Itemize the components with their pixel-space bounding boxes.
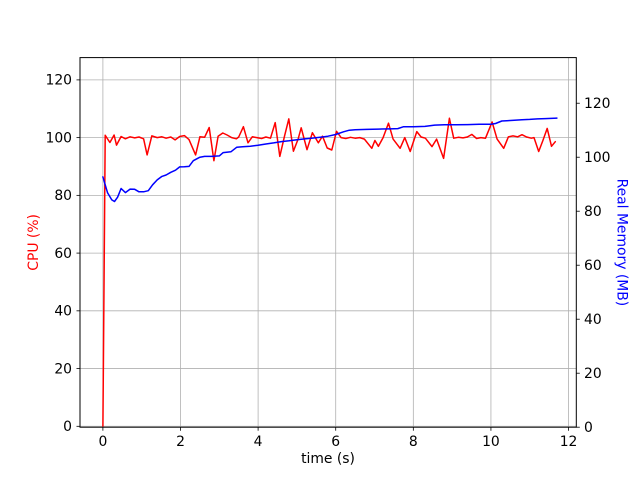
memory-line <box>102 117 558 203</box>
tick-layer <box>76 79 580 431</box>
x-tick-label: 6 <box>331 434 340 450</box>
left-y-tick-label: 60 <box>54 246 72 262</box>
plot-border <box>79 57 577 428</box>
left-y-tick-label: 0 <box>63 419 72 435</box>
left-y-tick-label: 100 <box>45 130 72 146</box>
x-tick-label: 2 <box>176 434 185 450</box>
x-tick-label: 0 <box>98 434 107 450</box>
grid-layer <box>80 57 577 428</box>
cpu-line <box>102 117 557 428</box>
right-y-tick-label: 80 <box>584 204 602 220</box>
left-y-axis-label: CPU (%) <box>26 214 42 271</box>
x-tick-label: 4 <box>254 434 263 450</box>
x-tick-label: 8 <box>409 434 418 450</box>
left-y-tick-label: 40 <box>54 304 72 320</box>
left-y-tick-label: 120 <box>45 73 72 89</box>
right-y-tick-label: 120 <box>584 96 611 112</box>
right-y-tick-label: 60 <box>584 258 602 274</box>
right-y-axis-label: Real Memory (MB) <box>614 179 630 307</box>
left-y-tick-label: 20 <box>54 361 72 377</box>
right-y-tick-label: 40 <box>584 312 602 328</box>
left-y-tick-label: 80 <box>54 188 72 204</box>
right-y-tick-label: 100 <box>584 150 611 166</box>
series-layer <box>102 117 558 428</box>
x-axis-label: time (s) <box>301 451 355 467</box>
x-tick-label: 10 <box>482 434 500 450</box>
right-y-tick-label: 0 <box>584 420 593 436</box>
x-tick-label: 12 <box>560 434 578 450</box>
right-y-tick-label: 20 <box>584 366 602 382</box>
